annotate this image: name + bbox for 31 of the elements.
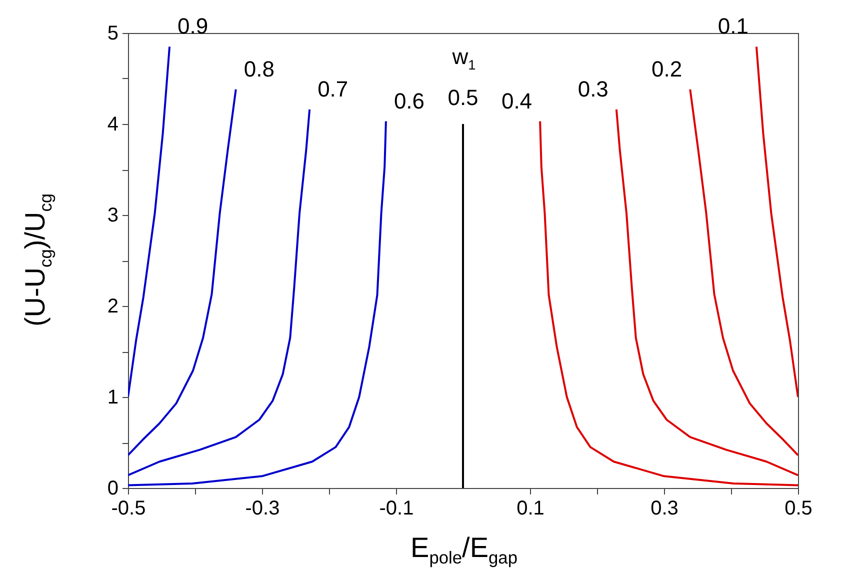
x-tick-label: -0.3	[245, 498, 280, 520]
series-label: 0.9	[178, 14, 208, 39]
line-series	[128, 120, 387, 486]
y-tick-label: 3	[107, 204, 118, 226]
line-series	[128, 46, 171, 398]
y-tick-label: 1	[107, 386, 118, 408]
series-label: 0.2	[652, 56, 682, 82]
annotation: w$_{1}$	[452, 44, 476, 72]
x-tick-label: -0.5	[111, 498, 146, 520]
series-label: 0.8	[244, 56, 274, 82]
x-tick-label: 0.5	[784, 498, 812, 520]
y-tick-label: 0	[107, 478, 118, 500]
line-series	[615, 108, 798, 476]
y-tick-label: 4	[107, 114, 118, 136]
x-tick-label: -0.1	[379, 498, 414, 520]
line-series	[128, 108, 311, 476]
series-label: 0.1	[718, 14, 748, 39]
line-series	[689, 88, 798, 456]
series-label: 0.4	[501, 88, 532, 114]
y-tick-label: 2	[107, 296, 118, 318]
x-tick-label: 0.3	[650, 498, 678, 520]
series-label: 0.5	[448, 85, 478, 110]
x-axis-title: E$_{pole}$/E$_{gap}$	[410, 532, 518, 569]
series-label: 0.7	[318, 76, 348, 102]
line-series	[755, 46, 798, 398]
series-label: 0.6	[394, 88, 425, 114]
line-series	[128, 88, 237, 456]
y-tick-label: 5	[107, 22, 118, 44]
line-series	[539, 120, 798, 486]
series-label: 0.3	[578, 76, 608, 102]
x-tick-label: 0.1	[516, 498, 544, 520]
